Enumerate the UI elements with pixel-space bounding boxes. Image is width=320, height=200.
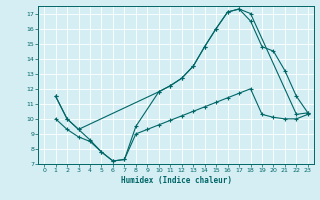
X-axis label: Humidex (Indice chaleur): Humidex (Indice chaleur) (121, 176, 231, 185)
